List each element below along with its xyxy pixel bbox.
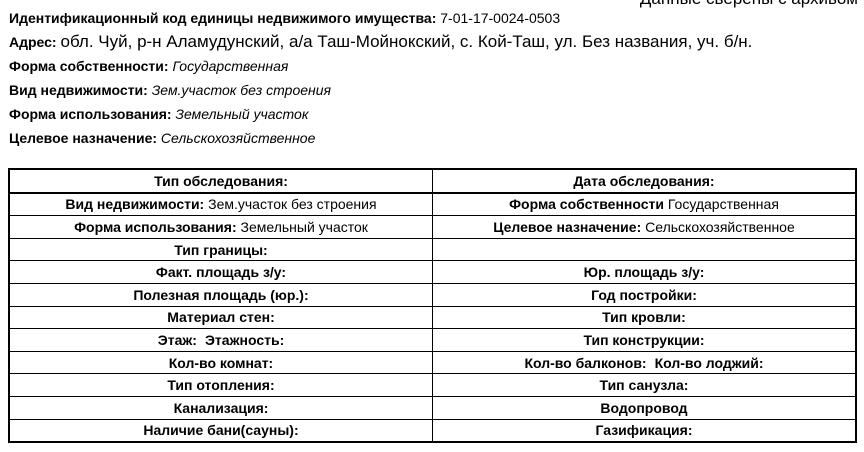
field-value: 7-01-17-0024-0503 — [440, 10, 561, 26]
field-label: Идентификационный код единицы недвижимог… — [9, 10, 437, 26]
table-cell: Целевое назначение: Сельскохозяйственное — [432, 215, 857, 239]
field-value: Государственная — [172, 58, 289, 74]
table-cell: Канализация: — [8, 395, 433, 420]
table-cell: Тип отопления: — [8, 373, 433, 397]
table-cell: Дата обследования: — [432, 168, 857, 194]
table-cell: Форма использования: Земельный участок — [8, 215, 433, 239]
table-row: Вид недвижимости: Зем.участок без строен… — [8, 192, 857, 217]
stamp: Данные сверены с архивом — [640, 0, 858, 9]
table-cell — [432, 237, 857, 262]
cell-label: Форма собственности — [509, 196, 664, 213]
table-row: Полезная площадь (юр.): Год постройки: — [8, 282, 857, 307]
cell-value: Государственная — [667, 196, 779, 213]
table-cell: Тип кровли: — [432, 305, 857, 330]
field: Адрес: обл. Чуй, р-н Аламудунский, а/а Т… — [9, 32, 752, 56]
field: Идентификационный код единицы недвижимог… — [9, 8, 752, 32]
field: Вид недвижимости: Зем.участок без строен… — [9, 80, 752, 104]
cell-label: Этажность: — [204, 331, 285, 348]
table-row: Форма использования: Земельный участок Це… — [8, 215, 857, 239]
cell-label: Тип обследования: — [154, 172, 288, 189]
cell-label: Материал стен: — [167, 309, 275, 326]
table-row: Этаж: Этажность: Тип конструкции: — [8, 328, 857, 352]
table-row: Факт. площадь з/у: Юр. площадь з/у: — [8, 260, 857, 284]
field: Форма собственности: Государственная — [9, 56, 752, 80]
field-label: Адрес: — [9, 34, 57, 50]
field-label: Вид недвижимости: — [9, 82, 148, 98]
field-value: Земельный участок — [175, 106, 309, 122]
cell-label: Полезная площадь (юр.): — [133, 286, 309, 303]
cell-value: Сельскохозяйственное — [645, 218, 795, 235]
table-cell: Тип конструкции: — [432, 328, 857, 352]
cell-value: Зем.участок без строения — [208, 196, 377, 213]
survey-table: Тип обследования: Дата обследования: Вид н… — [8, 168, 857, 444]
cell-label: Наличие бани(сауны): — [143, 422, 299, 439]
field-label: Форма собственности: — [9, 58, 169, 74]
cell-label: Целевое назначение: — [493, 218, 642, 235]
table-cell: Материал стен: — [8, 305, 433, 330]
field-label: Целевое назначение: — [9, 130, 158, 146]
cell-label: Кол-во лоджий: — [654, 354, 764, 371]
field-label: Форма использования: — [9, 106, 172, 122]
table-cell: Юр. площадь з/у: — [432, 260, 857, 284]
table-row: Кол-во комнат: Кол-во балконов: Кол-во лод… — [8, 350, 857, 375]
table-cell: Газификация: — [432, 418, 857, 443]
table-cell: Этаж: Этажность: — [8, 328, 433, 352]
table-cell: Год постройки: — [432, 282, 857, 307]
table-cell: Кол-во балконов: Кол-во лоджий: — [432, 350, 857, 375]
table-cell: Тип границы: — [8, 237, 433, 262]
cell-label: Вид недвижимости: — [65, 196, 205, 213]
table-cell: Водопровод — [432, 395, 857, 420]
table-cell: Кол-во комнат: — [8, 350, 433, 375]
cell-label: Факт. площадь з/у: — [155, 264, 287, 281]
cell-label: Год постройки: — [591, 286, 697, 303]
table-cell: Полезная площадь (юр.): — [8, 282, 433, 307]
field-value: Зем.участок без строения — [151, 82, 331, 98]
fields: Идентификационный код единицы недвижимог… — [9, 8, 752, 152]
field-value: обл. Чуй, р-н Аламудунский, а/а Таш-Мойн… — [60, 32, 753, 51]
table-cell: Тип обследования: — [8, 168, 433, 194]
cell-label: Тип санузла: — [599, 377, 689, 394]
cell-label: Газификация: — [595, 422, 693, 439]
table-row: Наличие бани(сауны): Газификация: — [8, 418, 857, 443]
field: Форма использования: Земельный участок — [9, 104, 752, 128]
table-cell: Вид недвижимости: Зем.участок без строен… — [8, 192, 433, 217]
cell-label: Канализация: — [173, 399, 269, 416]
cell-label: Кол-во комнат: — [168, 354, 274, 371]
table-row: Материал стен: Тип кровли: — [8, 305, 857, 330]
cell-label: Тип конструкции: — [583, 331, 705, 348]
cell-label: Тип границы: — [174, 241, 268, 258]
table-row: Тип границы: — [8, 237, 857, 262]
cell-label: Этаж: — [157, 331, 197, 348]
cell-label: Тип отопления: — [167, 377, 275, 394]
cell-label: Юр. площадь з/у: — [583, 264, 705, 281]
cell-value: Земельный участок — [240, 218, 368, 235]
cell-label: Дата обследования: — [573, 172, 715, 189]
cell-label: Водопровод — [600, 399, 688, 416]
cell-label: Форма использования: — [74, 218, 237, 235]
field-value: Сельскохозяйственное — [160, 130, 316, 146]
table-row: Тип обследования: Дата обследования: — [8, 168, 857, 194]
table-cell: Наличие бани(сауны): — [8, 418, 433, 443]
table-cell: Форма собственности Государственная — [432, 192, 857, 217]
cell-label: Кол-во балконов: — [524, 354, 647, 371]
table-cell: Тип санузла: — [432, 373, 857, 397]
table-row: Канализация: Водопровод — [8, 395, 857, 420]
cell-label: Тип кровли: — [602, 309, 686, 326]
table-cell: Факт. площадь з/у: — [8, 260, 433, 284]
table-row: Тип отопления: Тип санузла: — [8, 373, 857, 397]
field: Целевое назначение: Сельскохозяйственное — [9, 128, 752, 152]
